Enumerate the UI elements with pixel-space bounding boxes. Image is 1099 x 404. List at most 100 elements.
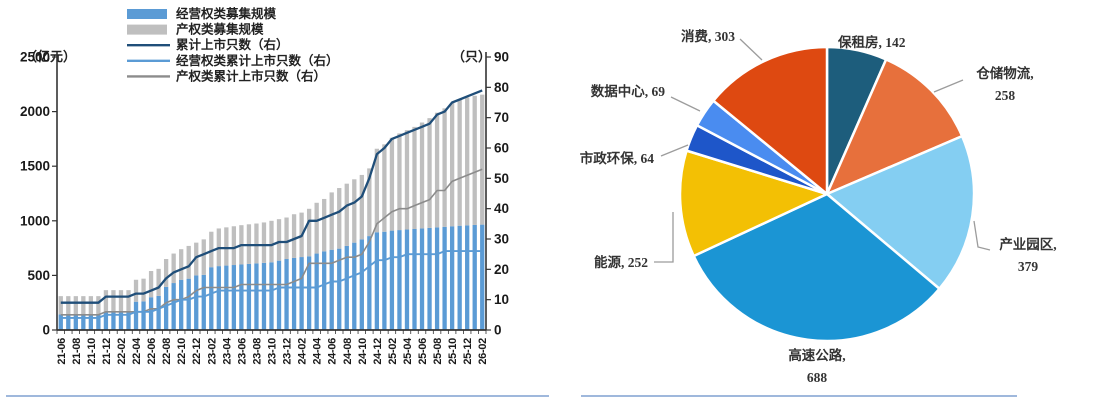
pie-label-leader	[654, 212, 674, 263]
bar-property-scale	[427, 118, 432, 228]
bar-operating-scale	[465, 225, 470, 330]
bar-operating-scale	[306, 256, 312, 330]
bar-operating-scale	[194, 275, 199, 330]
bar-operating-scale	[404, 229, 410, 330]
bar-property-scale	[224, 227, 229, 266]
bar-property-scale	[269, 220, 274, 263]
pie-label-value: 688	[807, 370, 828, 385]
bar-property-scale	[314, 202, 319, 254]
x-axis-tick-label: 25-12	[462, 338, 474, 365]
bar-property-scale	[337, 188, 342, 249]
bar-property-scale	[163, 259, 169, 287]
bar-property-scale	[404, 130, 410, 230]
bar-operating-scale	[171, 283, 176, 330]
x-axis-tick-label: 22-02	[116, 338, 128, 365]
right-axis-tick-label: 70	[494, 110, 509, 125]
pie-slice-3	[692, 192, 941, 343]
right-panel-underline	[581, 395, 1017, 397]
bar-operating-scale	[337, 248, 342, 330]
bar-property-scale	[472, 95, 477, 225]
pie-slice-1	[825, 58, 964, 196]
pie-label: 保租房, 142	[837, 34, 906, 50]
x-axis-tick-label: 23-06	[236, 338, 248, 365]
legend-swatch	[127, 24, 167, 35]
bar-operating-scale	[261, 262, 267, 330]
x-axis-tick-label: 24-12	[372, 338, 384, 365]
legend-label: 产权类募集规模	[176, 22, 264, 37]
bar-property-scale	[73, 296, 78, 315]
left-axis-tick-label: 2000	[20, 104, 50, 119]
left-axis-unit-label: （亿元）	[24, 49, 76, 64]
x-axis-tick-label: 23-04	[221, 337, 233, 365]
bar-property-scale	[291, 214, 297, 258]
bar-operating-scale	[156, 295, 161, 330]
bar-property-scale	[141, 278, 146, 302]
bar-property-scale	[254, 223, 259, 264]
bar-property-scale	[329, 192, 334, 250]
pie-label: 能源, 252	[594, 254, 648, 270]
pie-label-value: 379	[1018, 259, 1039, 274]
bar-operating-scale	[397, 230, 402, 330]
bar-property-scale	[209, 231, 214, 268]
x-axis-tick-label: 25-10	[447, 338, 459, 365]
bar-operating-scale	[359, 239, 364, 330]
bar-operating-scale	[111, 311, 116, 330]
bar-operating-scale	[254, 263, 259, 330]
bar-operating-scale	[419, 228, 425, 330]
reits-fundraising-combo-chart: （亿元） （只） 0 500 1000 1500 2000 2500 0 10 20 30 40 50 60…	[20, 6, 509, 365]
x-axis-tick-label: 22-10	[176, 338, 188, 365]
bar-operating-scale	[88, 314, 94, 330]
bar-property-scale	[465, 97, 470, 226]
x-axis-tick-label: 23-12	[282, 338, 294, 365]
bar-property-scale	[81, 296, 86, 315]
legend-item: 产权类募集规模	[127, 22, 264, 37]
right-axis-unit-label: （只）	[452, 49, 491, 64]
bar-operating-scale	[382, 231, 387, 330]
left-panel-underline	[6, 395, 549, 397]
bar-property-scale	[148, 271, 154, 298]
bar-property-scale	[103, 290, 109, 312]
bar-property-scale	[133, 279, 139, 302]
bar-property-scale	[374, 148, 380, 233]
bar-operating-scale	[58, 314, 63, 330]
x-axis-tick-label: 23-08	[251, 338, 263, 365]
left-axis-tick-label: 0	[42, 323, 50, 338]
line-2	[60, 89, 483, 304]
pie-label-leader	[660, 144, 689, 157]
pie-slice-4	[678, 149, 829, 258]
bar-operating-scale	[179, 279, 184, 330]
bar-operating-scale	[148, 297, 154, 330]
bar-property-scale	[126, 290, 131, 312]
bar-operating-scale	[186, 278, 191, 330]
x-axis-tick-label: 21-10	[86, 338, 98, 365]
x-axis-tick-label: 24-04	[312, 337, 324, 365]
x-axis-tick-label: 24-08	[342, 338, 354, 365]
bar-operating-scale	[126, 311, 131, 330]
bar-operating-scale	[480, 224, 485, 330]
legend-item: 经营权类募集规模	[127, 6, 277, 21]
bar-property-scale	[419, 122, 425, 229]
legend-item: 经营权类累计上市只数（右）	[127, 53, 339, 68]
bar-property-scale	[276, 219, 282, 261]
right-axis-tick-label: 60	[494, 141, 509, 156]
bar-operating-scale	[389, 230, 395, 330]
right-axis-tick-label: 90	[494, 50, 509, 65]
x-axis-tick-label: 25-08	[432, 338, 444, 365]
pie-label-name: 仓储物流,	[975, 65, 1033, 81]
reits-sector-pie-chart: 保租房, 142 仓储物流, 258 产业园区, 379 高速公路, 688 能源, 252 市…	[580, 28, 1057, 385]
bar-operating-scale	[239, 264, 244, 330]
bar-property-scale	[382, 144, 387, 232]
bar-operating-scale	[118, 311, 124, 330]
pie-label-name: 高速公路,	[788, 347, 845, 363]
right-axis-tick-label: 80	[494, 80, 509, 95]
bar-property-scale	[284, 217, 289, 260]
right-axis-tick-label: 0	[494, 323, 502, 338]
pie-label-leader	[670, 96, 701, 112]
bar-operating-scale	[427, 227, 432, 330]
pie-label-leader	[973, 220, 991, 251]
x-axis-tick-label: 21-12	[101, 338, 113, 365]
bar-operating-scale	[269, 262, 274, 330]
x-axis-tick-label: 24-02	[297, 338, 309, 365]
bar-property-scale	[261, 222, 267, 263]
